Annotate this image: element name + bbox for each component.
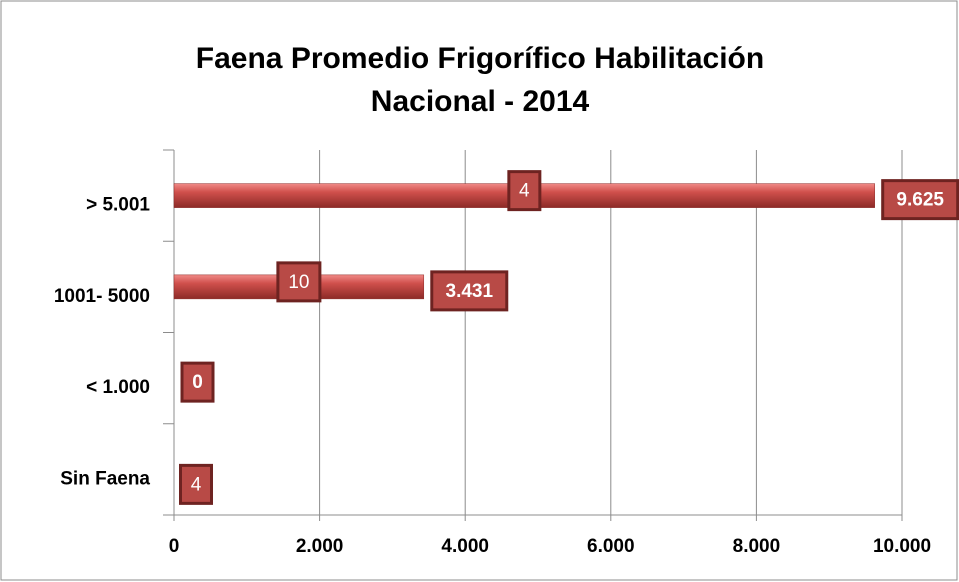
value-label-box — [180, 361, 215, 403]
count-label: 10 — [288, 272, 309, 293]
value-label: 9.625 — [896, 190, 944, 211]
x-tick-label: 8.000 — [733, 536, 781, 557]
count-label-box — [179, 463, 213, 505]
chart-subtitle: Nacional - 2014 — [371, 85, 590, 118]
x-tick-label: 10.000 — [873, 536, 931, 557]
x-tick-label: 2.000 — [296, 536, 344, 557]
y-tick-label: > 5.001 — [86, 195, 150, 216]
value-label-box — [881, 179, 959, 221]
x-tick-label: 0 — [169, 536, 180, 557]
count-label-box — [507, 170, 542, 212]
x-tick-label: 4.000 — [441, 536, 489, 557]
y-tick-label: Sin Faena — [60, 468, 150, 489]
x-tick-label: 6.000 — [587, 536, 635, 557]
count-label-box — [276, 261, 322, 303]
y-tick-label: 1001- 5000 — [54, 286, 150, 307]
count-label: 4 — [519, 181, 530, 202]
chart-title: Faena Promedio Frigorífico Habilitación — [196, 42, 764, 75]
y-tick-label: < 1.000 — [86, 377, 150, 398]
value-label-box — [430, 270, 509, 312]
count-label: 4 — [191, 474, 202, 495]
value-label: 0 — [192, 372, 203, 393]
value-label: 3.431 — [446, 281, 494, 302]
